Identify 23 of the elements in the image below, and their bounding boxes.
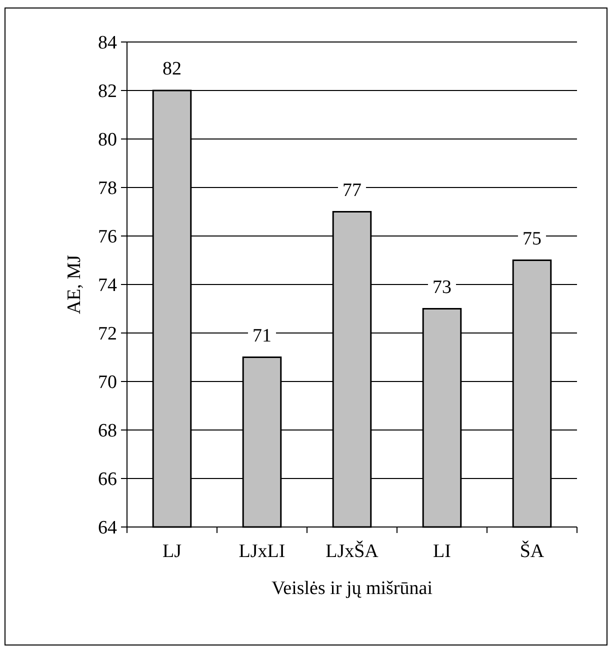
y-tick-label: 78 [98, 178, 117, 200]
x-tick-label: LJ [162, 541, 182, 562]
y-tick-label: 82 [98, 81, 117, 102]
x-tick-label: LJxLI [238, 541, 286, 562]
y-tick-label: 80 [98, 130, 117, 151]
x-tick-label: ŠA [520, 540, 544, 562]
y-tick-label: 68 [98, 420, 117, 442]
data-label: 73 [432, 276, 452, 298]
y-tick-label: 84 [98, 32, 118, 54]
x-axis-title: Veislės ir jų mišrūnai [272, 578, 432, 599]
y-tick-label: 66 [98, 469, 117, 490]
data-label: 77 [342, 180, 362, 201]
y-tick-label: 74 [98, 275, 118, 296]
data-label: 71 [252, 325, 272, 346]
y-axis-title: AE, MJ [64, 254, 85, 314]
y-tick-label: 76 [98, 226, 117, 248]
x-tick-label: LJxŠA [326, 540, 379, 562]
y-tick-label: 64 [98, 518, 118, 539]
data-label: 75 [522, 228, 542, 250]
y-tick-label: 70 [98, 372, 117, 394]
y-tick-label: 72 [98, 324, 117, 345]
x-tick-label: LI [433, 541, 451, 562]
data-label: 82 [162, 58, 182, 80]
